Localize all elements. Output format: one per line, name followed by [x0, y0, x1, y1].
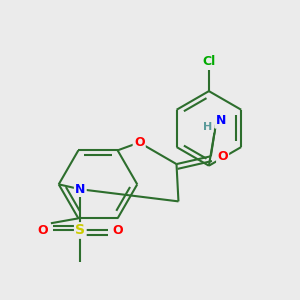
Text: O: O: [38, 224, 48, 237]
Text: O: O: [112, 224, 123, 237]
Text: O: O: [134, 136, 145, 149]
Text: N: N: [75, 183, 86, 196]
Text: S: S: [75, 224, 85, 238]
Text: H: H: [203, 122, 212, 132]
Text: O: O: [217, 150, 228, 163]
Text: Cl: Cl: [202, 55, 215, 68]
Text: N: N: [215, 114, 226, 128]
